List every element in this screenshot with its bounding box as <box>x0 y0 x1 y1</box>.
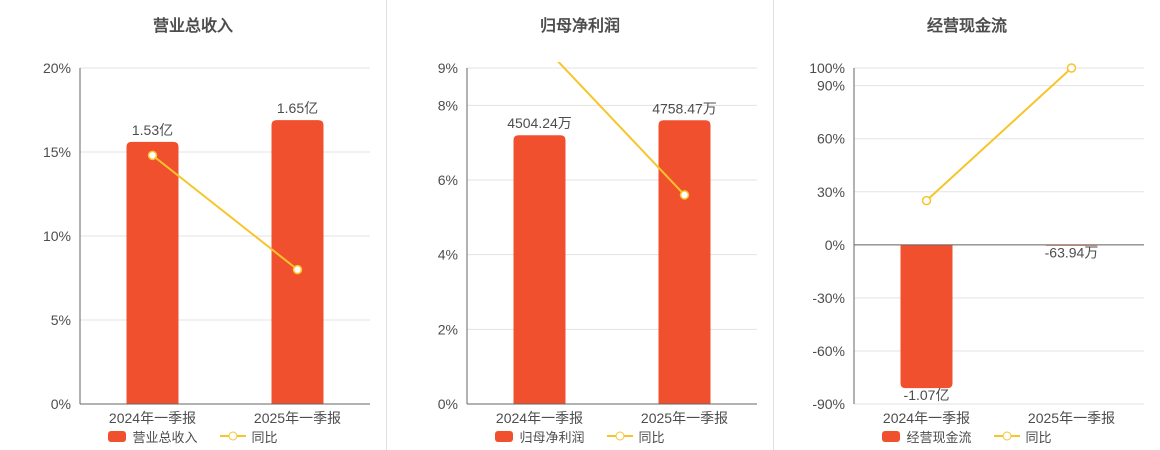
line-marker <box>292 264 303 275</box>
chart-title: 营业总收入 <box>152 18 233 35</box>
chart-title: 归母净利润 <box>539 18 620 35</box>
revenue-chart-plot: 0% 5% 10% 15% 20% 1.53亿 1.65亿 2024年一季报 2025年一季报 <box>43 60 370 426</box>
line-marker <box>536 38 544 46</box>
y-tick-label: -30% <box>812 290 845 306</box>
line-marker <box>147 150 158 161</box>
bar-series <box>126 120 324 405</box>
y-tick-label: 15% <box>43 144 71 160</box>
bar-value-label: -63.94万 <box>1045 245 1099 261</box>
x-category-label: 2025年一季报 <box>1028 410 1115 426</box>
bar <box>900 244 953 389</box>
chart-title: 经营现金流 <box>926 18 1007 35</box>
y-tick-label: 0% <box>51 396 71 412</box>
line-series <box>536 38 690 200</box>
net-profit-chart-plot: 0% 2% 4% 6% 8% 9% 4504.24万 4758.47万 2024年一季报 2025… <box>438 38 757 426</box>
bar <box>271 120 324 404</box>
x-category-label: 2025年一季报 <box>254 410 341 426</box>
legend-item-line-series[interactable]: 同比 <box>219 427 278 446</box>
line-swatch-icon <box>606 431 633 442</box>
y-tick-label: 30% <box>817 184 845 200</box>
bar-value-label: 1.53亿 <box>132 122 173 138</box>
y-tick-label: -60% <box>812 343 845 359</box>
chart-panel-net-profit: 0% 2% 4% 6% 8% 9% 4504.24万 4758.47万 2024年一季报 2025… <box>386 0 773 450</box>
x-axis-labels: 2024年一季报 2025年一季报 <box>496 410 728 426</box>
x-category-label: 2024年一季报 <box>496 410 583 426</box>
bar-value-labels: -1.07亿 -63.94万 <box>904 245 1099 403</box>
y-tick-label: 9% <box>438 60 458 76</box>
line-series <box>147 150 303 275</box>
axes <box>79 68 370 405</box>
x-category-label: 2024年一季报 <box>883 410 970 426</box>
y-tick-label: 2% <box>438 321 458 337</box>
x-category-label: 2025年一季报 <box>641 410 728 426</box>
line-marker <box>1066 63 1077 73</box>
y-tick-label: 100% <box>809 60 845 76</box>
bar-swatch-icon <box>495 430 514 442</box>
axes <box>853 68 1144 404</box>
y-tick-label: 0% <box>825 237 845 253</box>
bar-series <box>513 120 711 405</box>
legend-item-bar-series[interactable]: 营业总收入 <box>108 427 198 446</box>
legend-item-bar-series[interactable]: 归母净利润 <box>495 427 585 446</box>
bar-value-label: -1.07亿 <box>904 387 950 403</box>
bar-value-label: 4758.47万 <box>652 100 717 116</box>
x-axis-labels: 2024年一季报 2025年一季报 <box>109 410 341 426</box>
bar-series <box>900 244 1098 389</box>
grid-lines <box>80 67 370 405</box>
y-tick-label: 0% <box>438 396 458 412</box>
y-tick-label: -90% <box>812 396 845 412</box>
y-tick-label: 20% <box>43 60 71 76</box>
line-swatch-icon <box>993 431 1020 442</box>
y-tick-label: 10% <box>43 228 71 244</box>
legend-label: 经营现金流 <box>906 429 972 445</box>
line-marker <box>921 195 932 206</box>
legend-label: 同比 <box>1025 429 1052 445</box>
chart-panel-revenue: 0% 5% 10% 15% 20% 1.53亿 1.65亿 2024年一季报 2025年一季报 … <box>0 0 386 450</box>
bar-value-labels: 1.53亿 1.65亿 <box>132 100 318 138</box>
y-tick-label: 4% <box>438 247 458 263</box>
line-series <box>921 63 1077 206</box>
bar-swatch-icon <box>108 430 127 442</box>
y-tick-label: 60% <box>817 131 845 147</box>
line-swatch-icon <box>219 431 246 442</box>
y-tick-label: 5% <box>51 312 71 328</box>
legend-item-line-series[interactable]: 同比 <box>993 427 1052 446</box>
bar-value-labels: 4504.24万 4758.47万 <box>507 100 717 131</box>
axes <box>466 68 757 405</box>
chart-legend: 归母净利润 同比 <box>387 427 773 445</box>
bar <box>126 141 179 405</box>
chart-panel-operating-cash-flow: -90% -60% -30% 0% 30% 60% 90% 100% -1.07亿 -63.94万… <box>773 0 1160 450</box>
y-tick-label: 8% <box>438 97 458 113</box>
bar-value-label: 1.65亿 <box>277 100 318 116</box>
bar-value-label: 4504.24万 <box>507 115 572 131</box>
legend-label: 同比 <box>638 429 665 445</box>
legend-item-bar-series[interactable]: 经营现金流 <box>882 427 972 446</box>
chart-legend: 营业总收入 同比 <box>0 427 386 445</box>
x-category-label: 2024年一季报 <box>109 410 196 426</box>
legend-label: 同比 <box>251 429 278 445</box>
legend-label: 营业总收入 <box>132 429 198 445</box>
bar <box>513 135 566 404</box>
bar-swatch-icon <box>882 430 901 442</box>
legend-item-line-series[interactable]: 同比 <box>606 427 665 446</box>
line-marker <box>679 190 690 200</box>
bar <box>658 120 711 405</box>
y-axis-labels: 0% 2% 4% 6% 8% 9% <box>438 60 458 412</box>
chart-legend: 经营现金流 同比 <box>774 427 1160 445</box>
y-tick-label: 6% <box>438 172 458 188</box>
y-axis-labels: -90% -60% -30% 0% 30% 60% 90% 100% <box>809 60 845 412</box>
y-tick-label: 90% <box>817 78 845 94</box>
x-axis-labels: 2024年一季报 2025年一季报 <box>883 410 1115 426</box>
cash-flow-chart-plot: -90% -60% -30% 0% 30% 60% 90% 100% -1.07亿 -63.94万… <box>809 60 1144 426</box>
grid-lines <box>854 67 1144 405</box>
y-axis-labels: 0% 5% 10% 15% 20% <box>43 60 71 412</box>
legend-label: 归母净利润 <box>519 429 585 445</box>
